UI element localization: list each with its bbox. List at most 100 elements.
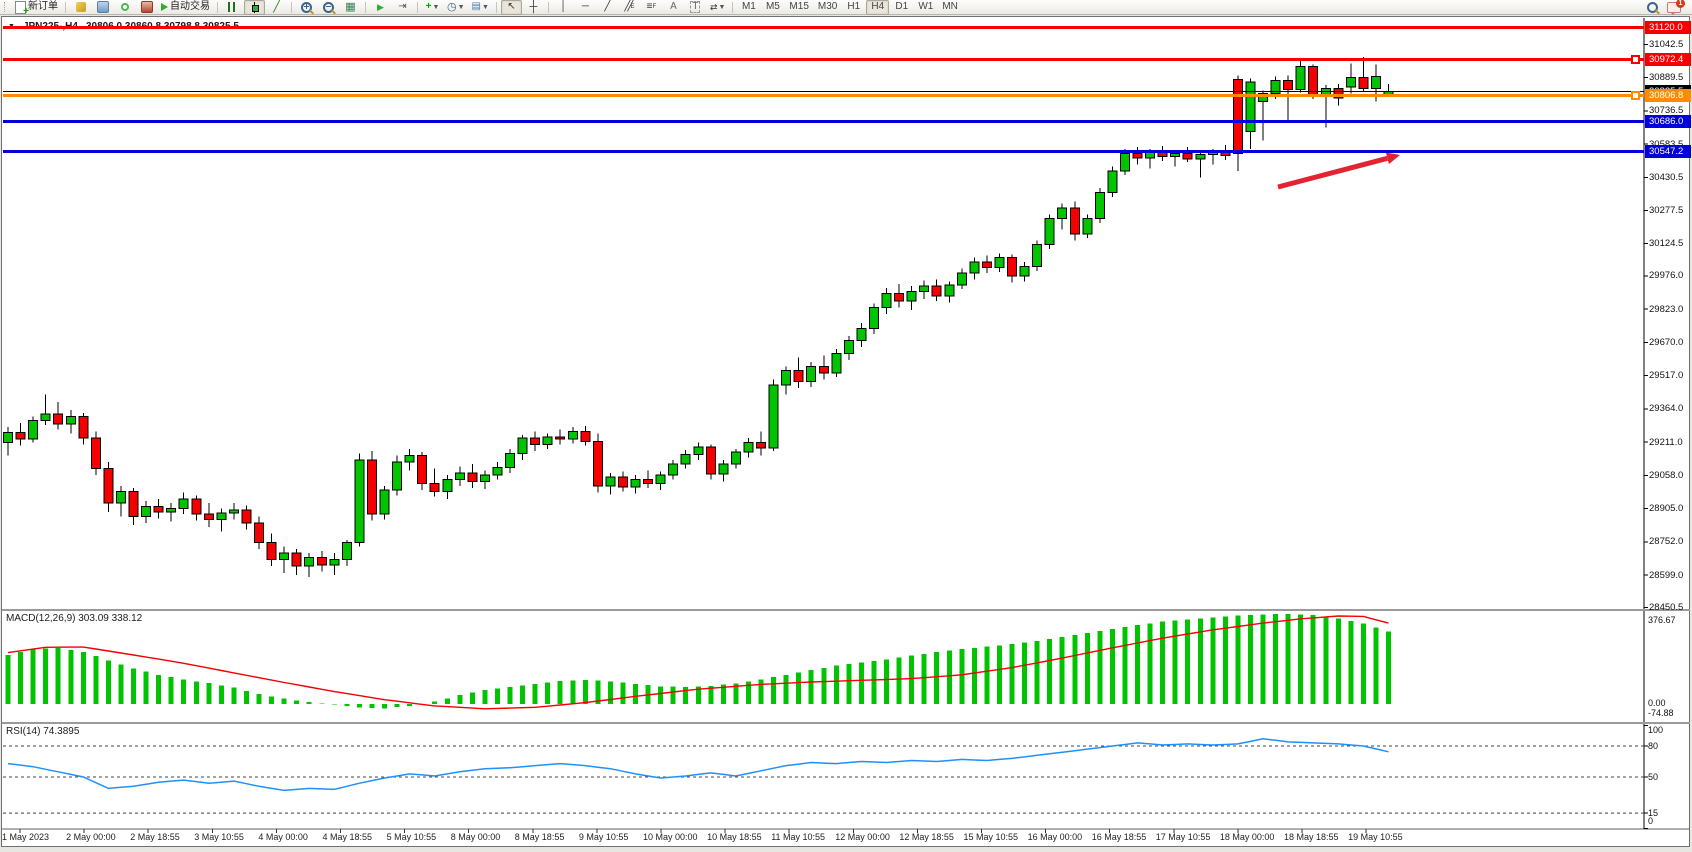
trendline-icon: ╱ bbox=[604, 1, 611, 12]
time-axis-label: 4 May 18:55 bbox=[322, 832, 373, 842]
horizontal-line-30547.2[interactable] bbox=[3, 150, 1644, 154]
autotrading-label: 自动交易 bbox=[170, 1, 210, 12]
line-handle-30806.8[interactable] bbox=[1631, 91, 1640, 100]
zoom-out-button[interactable] bbox=[318, 0, 339, 15]
price-tick-label: 29517.0 bbox=[1649, 370, 1684, 382]
text-button[interactable]: A bbox=[663, 0, 684, 15]
time-axis-label: 16 May 18:55 bbox=[1091, 832, 1147, 842]
notifications-button[interactable]: 1 bbox=[1667, 0, 1685, 15]
macd-axis-label: -74.88 bbox=[1648, 708, 1674, 718]
horizontal-line-30972.4[interactable] bbox=[3, 58, 1644, 61]
styles-button[interactable] bbox=[70, 0, 91, 15]
chart-shift-icon: ⇥ bbox=[398, 1, 407, 12]
time-axis-label: 9 May 10:55 bbox=[578, 832, 629, 842]
timeframe-h1[interactable]: H1 bbox=[847, 1, 861, 12]
timeframe-m15[interactable]: M15 bbox=[789, 1, 809, 12]
auto-scroll-button[interactable]: ▶ bbox=[370, 0, 391, 15]
auto-scroll-icon: ▶ bbox=[377, 1, 384, 12]
time-axis-label: 4 May 00:00 bbox=[258, 832, 308, 842]
templates-button[interactable]: ▤ ▼ bbox=[469, 0, 492, 15]
market-watch-button[interactable] bbox=[92, 0, 113, 15]
timeframe-d1[interactable]: D1 bbox=[895, 1, 909, 12]
arrows-icon: ⇄ bbox=[709, 1, 718, 12]
time-axis-label: 10 May 00:00 bbox=[643, 832, 698, 842]
rsi-axis-label: 0 bbox=[1648, 816, 1654, 826]
indicators-button[interactable]: + ▼ bbox=[422, 0, 443, 15]
caret-down-icon: ▼ bbox=[718, 3, 726, 11]
crosshair-icon: ┼ bbox=[529, 0, 538, 13]
template-icon: ▤ bbox=[471, 1, 481, 12]
vertical-line-button[interactable]: │ bbox=[553, 0, 574, 15]
time-axis-label: 8 May 18:55 bbox=[514, 832, 565, 842]
time-axis-label: 5 May 10:55 bbox=[386, 832, 437, 842]
history-center-button[interactable] bbox=[136, 0, 157, 15]
autotrading-icon bbox=[161, 3, 168, 11]
price-tick-label: 28599.0 bbox=[1649, 569, 1684, 581]
periods-button[interactable]: ◷ ▼ bbox=[444, 0, 468, 15]
horizontal-line-30806.8[interactable] bbox=[3, 94, 1644, 97]
timeframe-mn[interactable]: MN bbox=[942, 1, 958, 12]
caret-down-icon: ▼ bbox=[432, 3, 440, 11]
vertical-line-icon: │ bbox=[560, 1, 567, 12]
arrows-button[interactable]: ⇄ ▼ bbox=[707, 0, 728, 15]
timeframe-w1[interactable]: W1 bbox=[918, 1, 934, 12]
time-axis-label: 12 May 00:00 bbox=[835, 832, 890, 842]
time-axis-label: 19 May 10:55 bbox=[1348, 832, 1403, 842]
horizontal-line-30686.0[interactable] bbox=[3, 120, 1644, 124]
text-label-button[interactable]: T bbox=[685, 0, 706, 15]
tile-windows-button[interactable]: ▦ bbox=[340, 0, 361, 15]
new-order-label: 新订单 bbox=[28, 1, 58, 12]
timeframe-m1[interactable]: M1 bbox=[741, 1, 756, 12]
history-center-icon bbox=[140, 1, 153, 13]
time-axis-label: 3 May 10:55 bbox=[194, 832, 244, 842]
toolbar-grip bbox=[4, 2, 8, 12]
price-tick-label: 29670.0 bbox=[1649, 336, 1684, 348]
price-tick-label: 28752.0 bbox=[1649, 536, 1684, 548]
zoom-in-button[interactable] bbox=[296, 0, 317, 15]
equidistant-channel-button[interactable]: ╱╱ E bbox=[624, 1, 635, 12]
price-tick-label: 30277.5 bbox=[1649, 204, 1684, 216]
candlestick-chart-button[interactable] bbox=[244, 0, 265, 15]
price-badge-30686.0: 30686.0 bbox=[1645, 115, 1691, 129]
timeframe-h4[interactable]: H4 bbox=[866, 0, 890, 15]
line-handle-30972.4[interactable] bbox=[1631, 55, 1640, 64]
time-axis-label: 18 May 18:55 bbox=[1284, 832, 1339, 842]
bar-chart-button[interactable] bbox=[222, 0, 243, 15]
price-tick-label: 30430.5 bbox=[1649, 171, 1684, 183]
new-order-button[interactable]: 新订单 bbox=[12, 0, 61, 17]
caret-down-icon: ▼ bbox=[457, 3, 465, 11]
tile-windows-icon: ▦ bbox=[345, 0, 356, 13]
autotrading-button[interactable]: 自动交易 bbox=[158, 0, 213, 15]
cursor-icon: ↖ bbox=[507, 1, 516, 12]
text-icon: A bbox=[670, 1, 677, 12]
notification-count-badge: 1 bbox=[1676, 0, 1685, 8]
text-label-icon: T bbox=[690, 1, 701, 13]
timeframe-m5[interactable]: M5 bbox=[765, 1, 780, 12]
crosshair-button[interactable]: ┼ bbox=[523, 0, 544, 15]
line-chart-icon: ╱ bbox=[273, 0, 280, 13]
caret-down-icon: ▼ bbox=[482, 3, 489, 11]
signals-button[interactable] bbox=[114, 0, 135, 15]
time-axis-label: 10 May 18:55 bbox=[707, 832, 762, 842]
timeframe-m30[interactable]: M30 bbox=[817, 1, 838, 12]
price-badge-31120.0: 31120.0 bbox=[1645, 21, 1691, 34]
horizontal-line-icon: ─ bbox=[581, 1, 589, 12]
macd-axis-label: 0.00 bbox=[1648, 698, 1666, 708]
line-chart-button[interactable]: ╱ bbox=[266, 0, 287, 15]
cursor-button[interactable]: ↖ bbox=[500, 0, 522, 15]
time-axis-label: 1 May 2023 bbox=[2, 832, 50, 842]
price-tick-label: 30889.5 bbox=[1649, 72, 1684, 84]
fibonacci-button[interactable]: ≡ F bbox=[646, 1, 657, 12]
chart-shift-button[interactable]: ⇥ bbox=[392, 0, 413, 15]
search-icon[interactable] bbox=[1647, 1, 1658, 13]
chart-window[interactable] bbox=[1, 16, 1690, 847]
price-tick-label: 28905.0 bbox=[1649, 503, 1684, 515]
trendline-button[interactable]: ╱ bbox=[597, 0, 618, 15]
zoom-out-icon bbox=[323, 1, 334, 13]
clock-icon: ◷ bbox=[447, 0, 457, 13]
rsi-axis-label: 50 bbox=[1648, 772, 1659, 782]
horizontal-line-31120.0[interactable] bbox=[3, 26, 1644, 29]
horizontal-line-button[interactable]: ─ bbox=[575, 0, 596, 15]
rsi-indicator-label: RSI(14) 74.3895 bbox=[6, 726, 80, 737]
macd-axis-label: 376.67 bbox=[1648, 615, 1676, 625]
